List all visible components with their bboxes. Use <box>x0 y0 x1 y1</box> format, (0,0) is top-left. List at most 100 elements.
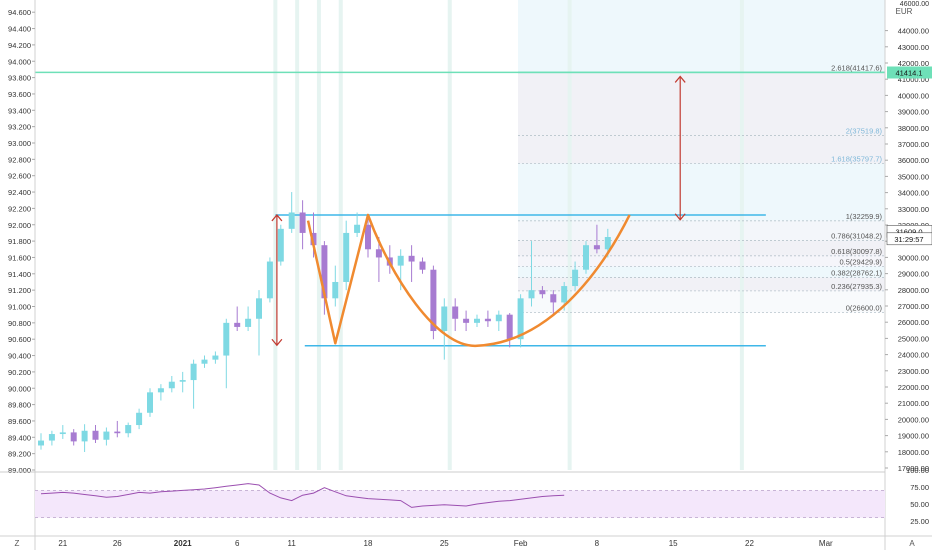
fib-label: 0.786(31048.2) <box>831 231 882 240</box>
right-price-axis[interactable]: 44000.00 43000.00 42000.00 41000.00 40000.00… <box>884 0 932 550</box>
auto-scale-button[interactable]: A <box>909 539 915 548</box>
left-tick-label: 92.400 <box>8 188 31 197</box>
candle-body <box>484 318 491 322</box>
right-tick-label: 44000.00 <box>898 27 929 36</box>
fib-label: 2.618(41417.6) <box>831 63 882 72</box>
candle-body <box>506 314 513 340</box>
rsi-pane[interactable]: 100.00 75.00 50.00 25.00 <box>0 466 929 526</box>
candle-body <box>452 306 459 319</box>
arrow-head-up <box>674 75 686 83</box>
left-tick-label: 94.600 <box>8 8 31 17</box>
candle-body <box>343 232 350 282</box>
candle-body <box>223 322 230 356</box>
measured-move-arrow-right[interactable] <box>674 75 686 221</box>
left-price-axis[interactable]: 94.600 94.400 94.200 94.000 93.800 93.600 93.4… <box>0 0 36 550</box>
candle-body <box>463 318 470 323</box>
candle-body <box>419 261 426 270</box>
fibonacci-extension[interactable]: 2.618(41417.6) 2(37519.8) 1.618(35797.7) 1(… <box>518 63 885 313</box>
grid-column-5 <box>567 0 572 470</box>
price-badge-label: 31:29:57 <box>894 235 923 244</box>
right-tick-label: 24000.00 <box>898 351 929 360</box>
right-tick-label: 18000.00 <box>898 448 929 457</box>
right-tick-label: 46000.00 <box>900 1 929 8</box>
rsi-tick-label: 100.00 <box>906 466 929 475</box>
candles <box>38 192 611 453</box>
candle-body <box>354 224 361 233</box>
rsi-tick-label: 25.00 <box>910 517 929 526</box>
left-tick-label: 90.600 <box>8 335 31 344</box>
candle-body <box>59 432 66 435</box>
left-tick-label: 94.400 <box>8 25 31 34</box>
left-axis-bg <box>0 0 35 470</box>
candle-body <box>266 261 273 299</box>
right-tick-label: 20000.00 <box>898 415 929 424</box>
candle-body <box>114 431 121 434</box>
fib-label: 1(32259.9) <box>846 212 883 221</box>
fib-label: 2(37519.8) <box>846 127 883 136</box>
rsi-line[interactable] <box>40 483 565 508</box>
left-tick-label: 93.200 <box>8 123 31 132</box>
right-tick-label: 43000.00 <box>898 43 929 52</box>
candle-body <box>495 314 502 322</box>
right-tick-label: 38000.00 <box>898 124 929 133</box>
zoom-button[interactable]: Z <box>15 539 20 548</box>
right-tick-label: 35000.00 <box>898 172 929 181</box>
price-badge[interactable] <box>886 232 932 246</box>
measured-move-arrow-left[interactable] <box>271 214 283 347</box>
left-tick-label: 93.800 <box>8 74 31 83</box>
rsi-tick-label: 75.00 <box>910 483 929 492</box>
candle-body <box>572 269 579 287</box>
right-tick-label: 41000.00 <box>898 75 929 84</box>
left-tick-label: 90.400 <box>8 352 31 361</box>
right-tick-label: 39000.00 <box>898 108 929 117</box>
left-tick-label: 92.800 <box>8 155 31 164</box>
left-tick-label: 93.600 <box>8 90 31 99</box>
left-tick-label: 89.800 <box>8 401 31 410</box>
left-tick-label: 89.200 <box>8 450 31 459</box>
right-tick-label: 28000.00 <box>898 286 929 295</box>
arrow-head-down <box>271 338 283 347</box>
fib-zone-5 <box>518 255 885 267</box>
left-tick-label: 91.000 <box>8 303 31 312</box>
right-tick-label: 21000.00 <box>898 399 929 408</box>
candle-body <box>234 322 241 327</box>
left-tick-label: 89.600 <box>8 417 31 426</box>
left-tick-label: 92.600 <box>8 172 31 181</box>
candle-body <box>92 430 99 440</box>
fib-zone-2 <box>518 163 885 221</box>
left-tick-label: 89.400 <box>8 433 31 442</box>
fib-zone-7 <box>518 277 885 291</box>
candle-body <box>474 318 480 323</box>
price-badge[interactable] <box>887 66 932 79</box>
candle-body <box>201 359 208 364</box>
fib-zone-1 <box>518 135 885 164</box>
candle-body <box>103 431 110 440</box>
time-tick-label: 18 <box>364 539 373 548</box>
left-tick-label: 90.800 <box>8 319 31 328</box>
left-tick-label: 94.000 <box>8 57 31 66</box>
left-tick-label: 93.000 <box>8 139 31 148</box>
target-arrows[interactable] <box>271 75 686 347</box>
fib-zone-3 <box>518 220 885 241</box>
candle-body <box>441 306 448 332</box>
time-axis[interactable]: 21 26 2021 6 11 18 25 Feb 8 15 22 Mar Z A <box>0 535 932 548</box>
time-tick-label: 21 <box>58 539 67 548</box>
right-tick-label: 29000.00 <box>898 270 929 279</box>
cup-curve[interactable] <box>306 213 631 347</box>
fib-zone-6 <box>518 266 885 278</box>
candle-body <box>48 434 55 441</box>
candle-body <box>179 380 186 382</box>
time-tick-label: 2021 <box>174 539 192 548</box>
cup-and-handle-curve[interactable] <box>306 213 631 347</box>
candle-body <box>190 363 197 381</box>
right-tick-label: 22000.00 <box>898 383 929 392</box>
grid-column-4 <box>447 0 452 470</box>
candle-body <box>550 294 557 303</box>
rsi-band <box>35 490 885 518</box>
left-tick-label: 91.600 <box>8 253 31 262</box>
left-tick-label: 91.400 <box>8 270 31 279</box>
right-tick-label: 33000.00 <box>898 205 929 214</box>
right-tick-label: 17000.00 <box>898 464 929 473</box>
